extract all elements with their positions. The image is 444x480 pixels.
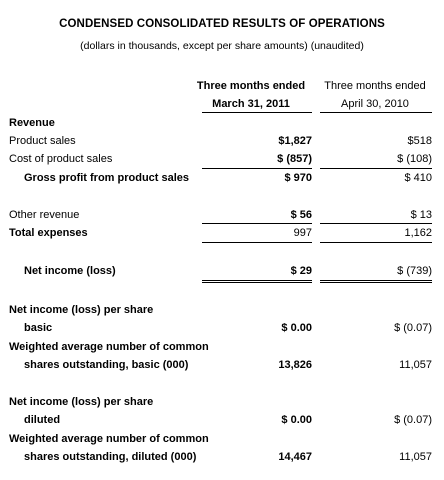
- row-label-eps-diluted-heading: Net income (loss) per share: [9, 396, 154, 408]
- value-product-sales-2010: $518: [407, 135, 432, 147]
- value-shares-diluted-2011: 14,467: [278, 451, 312, 463]
- rule-cost-col2: [320, 168, 432, 169]
- value-eps-diluted-2011: $ 0.00: [281, 414, 312, 426]
- row-label-eps-basic-heading: Net income (loss) per share: [9, 304, 154, 316]
- rule-net-income-col2-b: [320, 282, 432, 283]
- row-label-cost-of-product-sales: Cost of product sales: [9, 153, 113, 165]
- value-cost-of-product-sales-2011: $ (857): [277, 153, 312, 165]
- rule-net-income-col2-a: [320, 280, 432, 281]
- row-label-basic: basic: [24, 322, 53, 334]
- row-label-total-expenses: Total expenses: [9, 227, 88, 239]
- value-gross-profit-2011: $ 970: [284, 172, 312, 184]
- row-label-shares-diluted: shares outstanding, diluted (000): [24, 451, 197, 463]
- rule-total-expenses-col1: [202, 242, 312, 243]
- row-label-net-income: Net income (loss): [24, 265, 116, 277]
- rule-cost-col1: [202, 168, 312, 169]
- col2-header-line1: Three months ended: [324, 80, 426, 92]
- value-net-income-2010: $ (739): [397, 265, 432, 277]
- value-shares-basic-2010: 11,057: [399, 359, 432, 371]
- rule-other-revenue-col2: [320, 223, 432, 224]
- value-shares-diluted-2010: 11,057: [399, 451, 432, 463]
- col1-header-line2: March 31, 2011: [212, 98, 290, 110]
- row-label-weighted-avg-basic-heading: Weighted average number of common: [9, 341, 209, 353]
- value-total-expenses-2011: 997: [293, 227, 312, 239]
- value-eps-diluted-2010: $ (0.07): [394, 414, 432, 426]
- value-product-sales-2011: $1,827: [278, 135, 312, 147]
- value-total-expenses-2010: 1,162: [404, 227, 432, 239]
- row-label-weighted-avg-diluted-heading: Weighted average number of common: [9, 433, 209, 445]
- col1-header-line1: Three months ended: [196, 80, 306, 92]
- value-net-income-2011: $ 29: [290, 265, 312, 277]
- header-rule-col2: [320, 112, 432, 113]
- value-gross-profit-2010: $ 410: [404, 172, 432, 184]
- statement-title: CONDENSED CONSOLIDATED RESULTS OF OPERAT…: [59, 18, 385, 30]
- value-eps-basic-2010: $ (0.07): [394, 322, 432, 334]
- rule-net-income-col1-b: [202, 282, 312, 283]
- rule-net-income-col1-a: [202, 280, 312, 281]
- value-eps-basic-2011: $ 0.00: [281, 322, 312, 334]
- header-rule-col1: [202, 112, 312, 113]
- row-label-other-revenue: Other revenue: [9, 209, 80, 221]
- row-label-product-sales: Product sales: [9, 135, 76, 147]
- rule-other-revenue-col1: [202, 223, 312, 224]
- row-label-gross-profit: Gross profit from product sales: [24, 172, 190, 184]
- value-cost-of-product-sales-2010: $ (108): [397, 153, 432, 165]
- rule-total-expenses-col2: [320, 242, 432, 243]
- row-label-diluted: diluted: [24, 414, 61, 426]
- row-label-revenue: Revenue: [9, 117, 55, 129]
- value-other-revenue-2011: $ 56: [290, 209, 312, 221]
- value-shares-basic-2011: 13,826: [278, 359, 312, 371]
- statement-subtitle: (dollars in thousands, except per share …: [80, 40, 364, 52]
- value-other-revenue-2010: $ 13: [410, 209, 432, 221]
- row-label-shares-basic: shares outstanding, basic (000): [24, 359, 189, 371]
- col2-header-line2: April 30, 2010: [341, 98, 409, 110]
